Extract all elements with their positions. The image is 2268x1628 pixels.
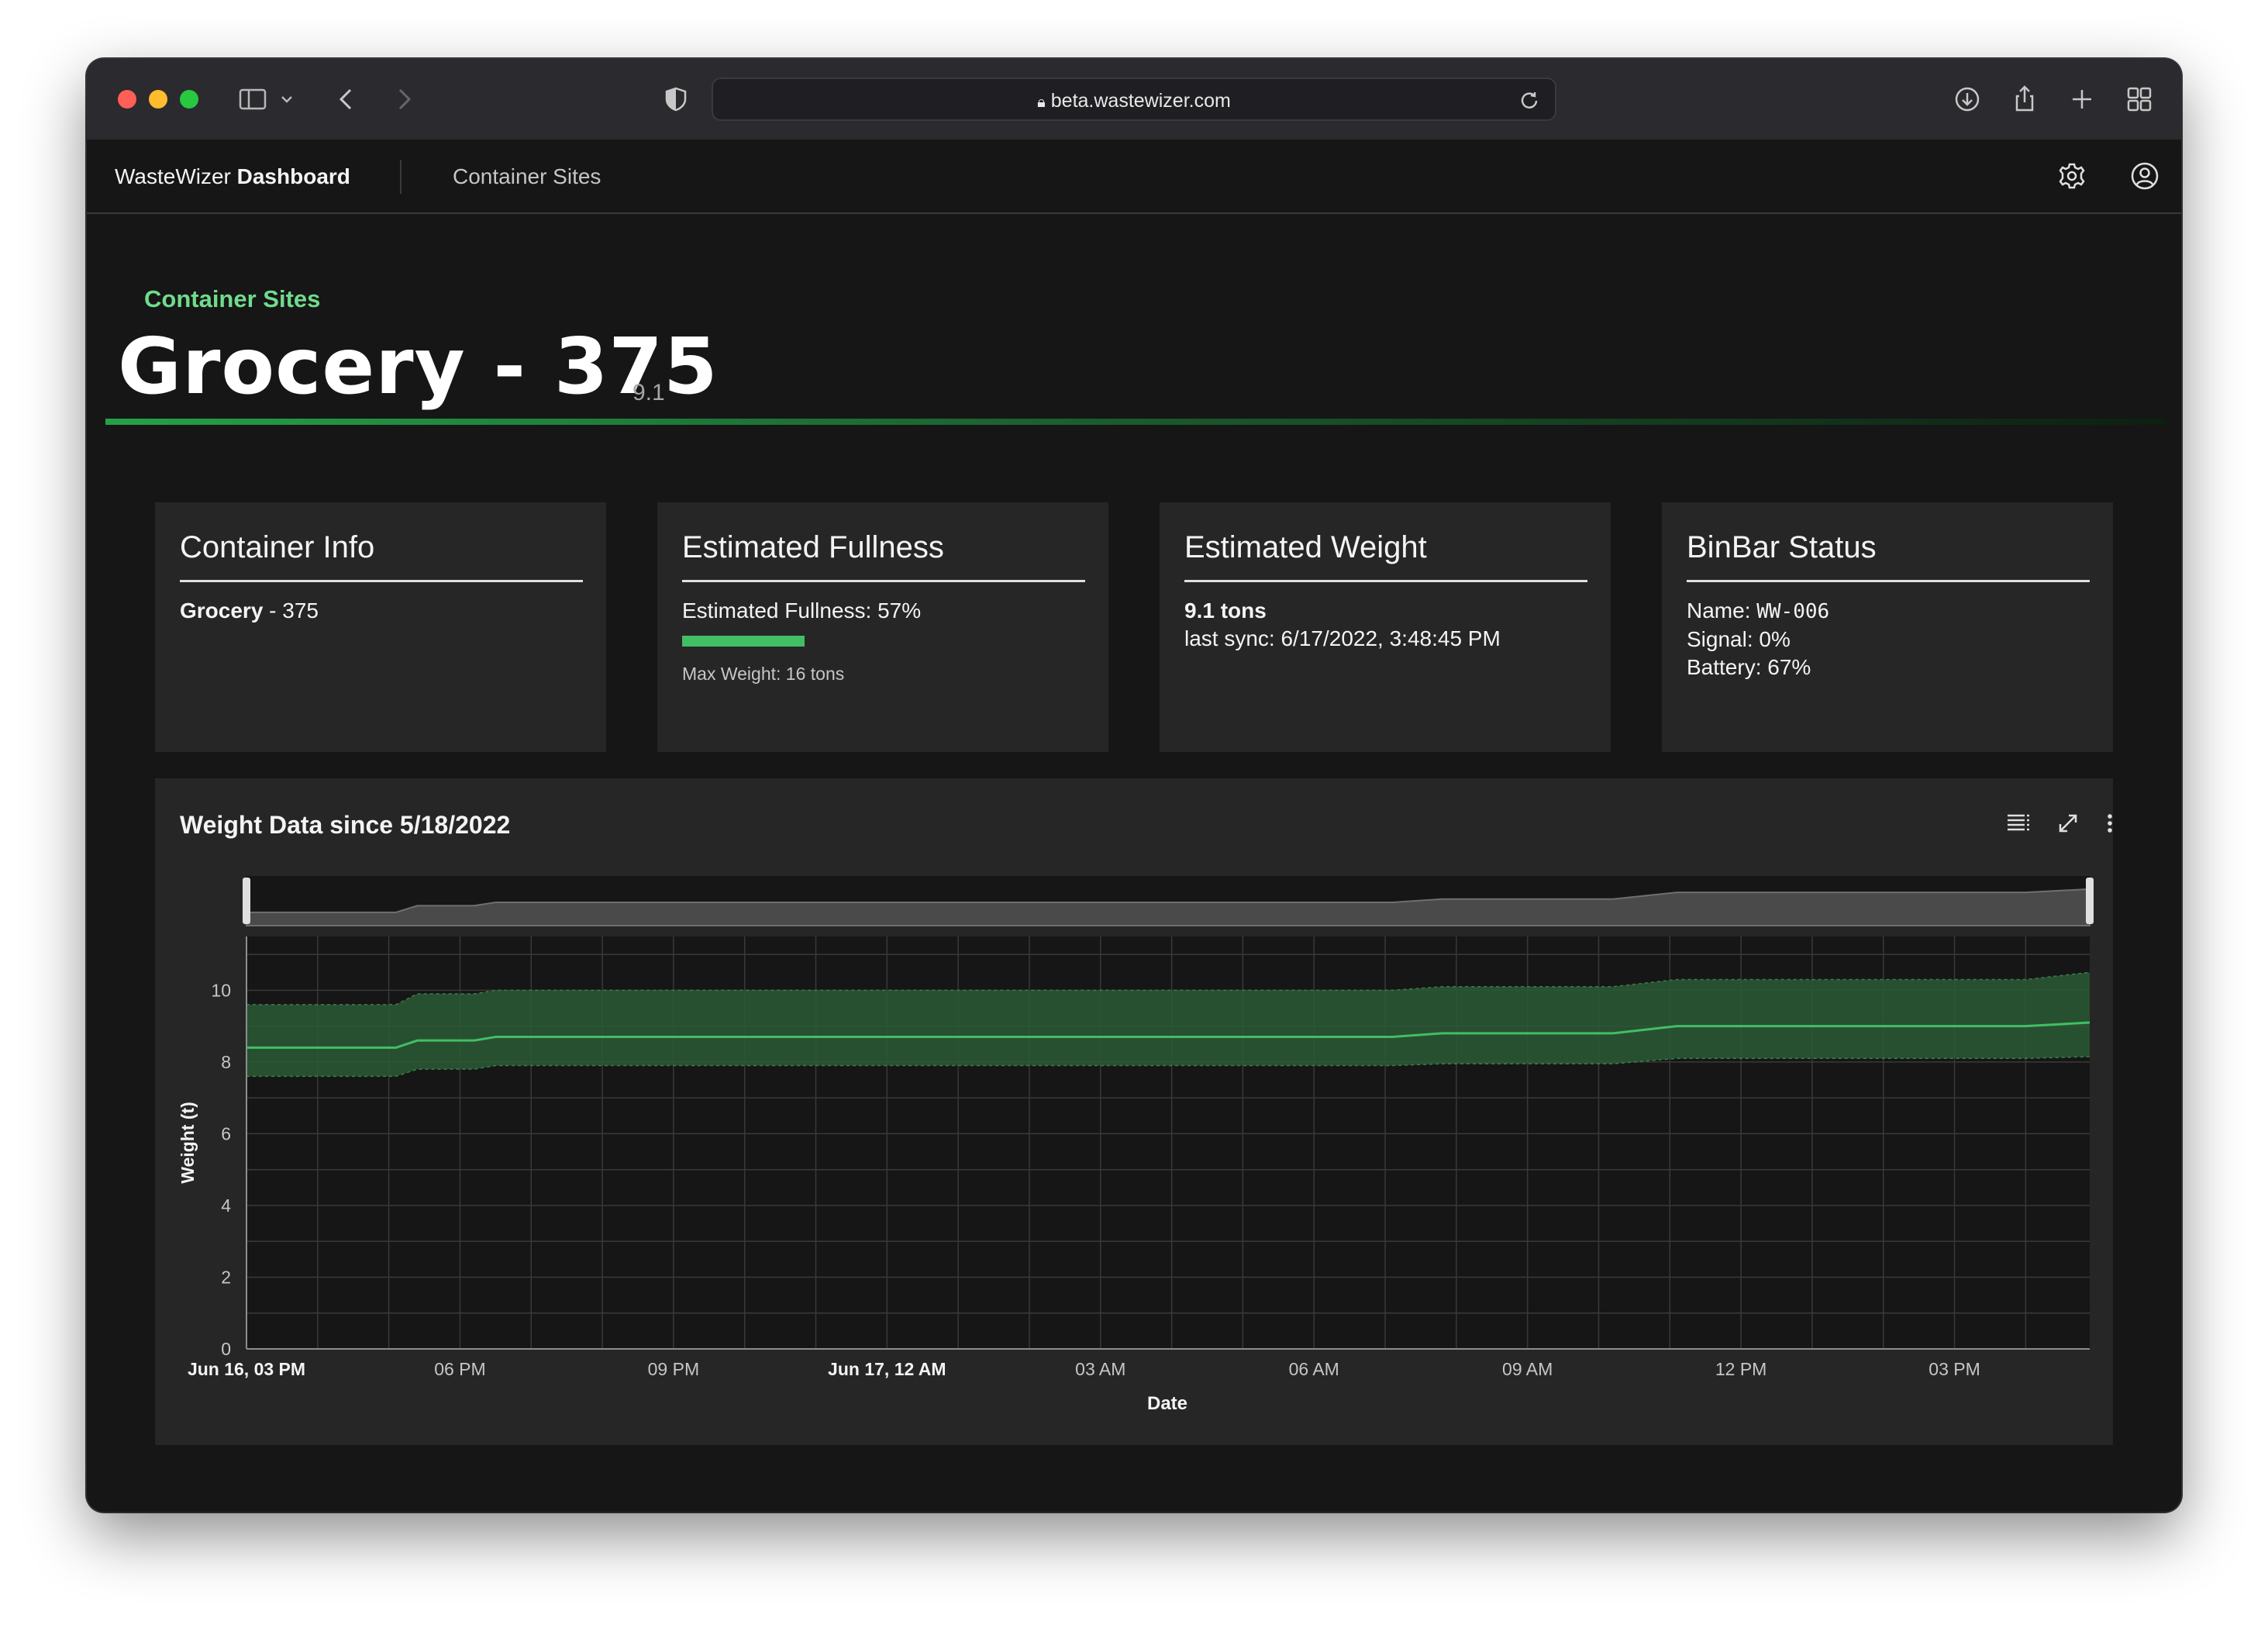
settings-gear-icon[interactable] [2053, 157, 2091, 195]
binbar-name-label: Name: [1687, 598, 1757, 623]
weight-chart[interactable]: 0 2 4 6 8 10 Jun 16, 03 PM 06 PM 09 PM Jun 17, 1… [155, 778, 2113, 1445]
upper-bound-line [246, 971, 2090, 1005]
x-axis-ticks: Jun 16, 03 PM 06 PM 09 PM Jun 17, 12 AM 03 A… [188, 1359, 1980, 1379]
container-name: Grocery - 375 [180, 597, 319, 625]
zoom-bar-preview [246, 888, 2090, 926]
lock-icon: 🔒︎ [1037, 94, 1046, 111]
user-avatar-icon[interactable] [2125, 157, 2164, 195]
x-tick-label: Jun 16, 03 PM [188, 1359, 305, 1379]
new-tab-icon[interactable] [2063, 81, 2101, 118]
zoom-handle-right[interactable] [2086, 878, 2094, 924]
forward-arrow-icon[interactable] [384, 81, 422, 118]
binbar-name: Name: WW-006 [1687, 597, 1829, 626]
y-tick-label: 4 [221, 1195, 231, 1216]
y-tick-label: 0 [221, 1339, 231, 1359]
download-icon[interactable] [1949, 81, 1986, 118]
container-info-tile: Container Info Grocery - 375 [155, 502, 606, 752]
page-title-value: 9.1 [632, 380, 665, 405]
y-tick-label: 8 [221, 1052, 231, 1072]
weight-details: 9.1 tons last sync: 6/17/2022, 3:48:45 P… [1184, 597, 1501, 653]
last-sync: last sync: 6/17/2022, 3:48:45 PM [1184, 626, 1501, 650]
tile-divider [682, 580, 1085, 582]
tile-title: Estimated Weight [1184, 530, 1427, 564]
x-tick-label: 09 AM [1502, 1359, 1553, 1379]
fullness-label: Estimated Fullness: 57% [682, 598, 922, 623]
tile-divider [1687, 580, 2090, 582]
tile-divider [1184, 580, 1587, 582]
x-axis-label: Date [1147, 1393, 1187, 1414]
x-tick-label: 03 PM [1928, 1359, 1980, 1379]
minimize-window-button[interactable] [149, 90, 167, 109]
tile-title: Container Info [180, 530, 375, 564]
sidebar-toggle-icon[interactable] [234, 81, 271, 118]
y-tick-label: 6 [221, 1123, 231, 1143]
binbar-signal: Signal: 0% [1687, 627, 1791, 651]
address-bar[interactable]: 🔒︎ beta.wastewizer.com [712, 78, 1556, 121]
weight-series-line[interactable] [246, 1021, 2090, 1049]
container-name-number: - 375 [263, 598, 319, 623]
zoom-window-button[interactable] [180, 90, 198, 109]
nav-container-sites[interactable]: Container Sites [453, 164, 601, 188]
fullness-progress-fill [682, 636, 805, 647]
weight-chart-panel: Weight Data since 5/18/2022 [155, 778, 2113, 1445]
y-tick-label: 10 [211, 980, 231, 1000]
y-axis-label: Weight (t) [178, 1102, 198, 1184]
x-tick-label: 06 PM [434, 1359, 485, 1379]
url-value: beta.wastewizer.com [1050, 90, 1231, 112]
brand-name: WasteWizer [115, 164, 231, 188]
privacy-shield-icon[interactable] [657, 81, 695, 118]
url-text: 🔒︎ beta.wastewizer.com [713, 90, 1555, 112]
share-icon[interactable] [2006, 81, 2043, 118]
breadcrumb[interactable]: Container Sites [144, 285, 321, 312]
overflow-menu-icon[interactable] [2102, 809, 2118, 837]
x-tick-label: 09 PM [648, 1359, 699, 1379]
tile-title: BinBar Status [1687, 530, 1877, 564]
binbar-battery: Battery: 67% [1687, 655, 1811, 679]
tile-title: Estimated Fullness [682, 530, 944, 564]
container-name-bold: Grocery [180, 598, 264, 623]
brand-suffix: Dashboard [236, 164, 350, 188]
weight-value: 9.1 tons [1184, 598, 1267, 623]
back-arrow-icon[interactable] [329, 81, 366, 118]
y-axis-ticks: 0 2 4 6 8 10 [211, 980, 231, 1359]
chevron-down-icon[interactable] [276, 81, 298, 118]
fullness-progress-bar [682, 636, 1085, 647]
x-tick-label: 06 AM [1289, 1359, 1339, 1379]
table-view-icon[interactable] [2004, 809, 2032, 837]
confidence-band [246, 972, 2090, 1077]
x-tick-label: Jun 17, 12 AM [828, 1359, 946, 1379]
estimated-weight-tile: Estimated Weight 9.1 tons last sync: 6/1… [1160, 502, 1611, 752]
title-accent-rule [105, 419, 2167, 425]
tab-overview-icon[interactable] [2121, 81, 2158, 118]
reload-icon[interactable] [1518, 88, 1541, 112]
lower-bound-line [246, 1056, 2090, 1078]
page-title: Grocery - 375 [118, 321, 719, 412]
header-divider [400, 160, 402, 194]
binbar-details: Name: WW-006 Signal: 0% Battery: 67% [1687, 597, 1829, 681]
browser-toolbar: 🔒︎ beta.wastewizer.com [87, 59, 2181, 141]
y-tick-label: 2 [221, 1267, 231, 1287]
estimated-fullness-tile: Estimated Fullness Estimated Fullness: 5… [657, 502, 1108, 752]
x-tick-label: 03 AM [1075, 1359, 1125, 1379]
tile-divider [180, 580, 583, 582]
app-header: WasteWizer Dashboard Container Sites [87, 140, 2181, 214]
browser-window: 🔒︎ beta.wastewizer.com [87, 59, 2181, 1512]
zoom-handle-left[interactable] [243, 878, 250, 924]
binbar-status-tile: BinBar Status Name: WW-006 Signal: 0% Ba… [1662, 502, 2113, 752]
close-window-button[interactable] [118, 90, 136, 109]
chart-title: Weight Data since 5/18/2022 [180, 811, 511, 839]
maximize-icon[interactable] [2054, 809, 2082, 837]
app-brand[interactable]: WasteWizer Dashboard [115, 164, 350, 189]
binbar-name-value: WW-006 [1756, 600, 1830, 623]
max-weight-note: Max Weight: 16 tons [682, 664, 845, 684]
x-tick-label: 12 PM [1715, 1359, 1766, 1379]
